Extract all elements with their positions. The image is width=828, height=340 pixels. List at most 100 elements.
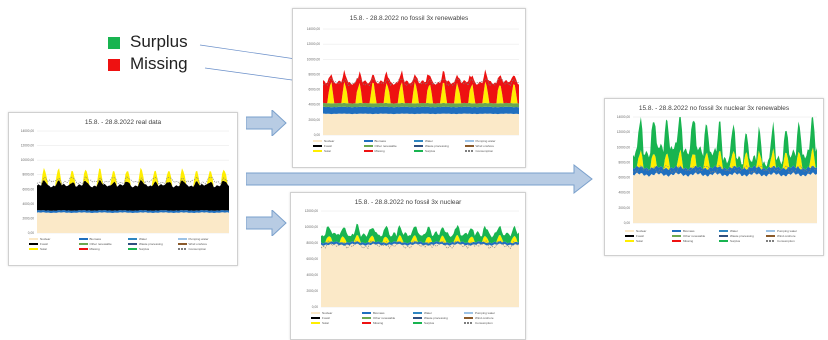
legend-item: Pumping water — [464, 139, 496, 143]
legend-label: Missing — [683, 239, 694, 243]
legend-swatch — [78, 243, 88, 246]
area-solar — [37, 167, 229, 188]
legend-label: Missing — [89, 247, 100, 251]
surplus-label: Surplus — [130, 32, 188, 51]
legend-swatch — [464, 140, 474, 143]
legend-swatch — [311, 317, 320, 320]
legend-swatch — [719, 240, 728, 243]
legend-swatch — [413, 312, 422, 315]
area-nuclear — [321, 243, 519, 307]
legend-swatch — [313, 150, 322, 153]
legend-label: Pumping water — [475, 139, 496, 143]
chart-legend: Nuclear Biomass Water Pumping water Fossil Ot… — [311, 311, 515, 331]
legend-swatch — [672, 235, 681, 238]
legend-swatch — [413, 322, 422, 325]
y-tick-label: 6000,00 — [306, 257, 318, 261]
legend-label: Other renewable — [89, 242, 112, 246]
y-tick-label: 14000,00 — [617, 115, 631, 119]
chart-svg: 0,00 2000,00 4000,00 6000,00 8000,00 10000,00… — [307, 27, 520, 137]
legend-label: Pumping water — [475, 311, 496, 315]
chart-no-fossil-3x-renewables: 15.8. - 28.8.2022 no fossil 3x renewable… — [292, 8, 526, 168]
legend-item: Water — [414, 139, 433, 143]
chart-real-data: 15.8. - 28.8.2022 real data 0,00 2000,00 4… — [8, 112, 238, 266]
legend-item: Solar — [311, 321, 329, 325]
chart-legend: Nuclear Biomass Water Pumping water Fossil Ot… — [313, 139, 515, 159]
legend-swatch — [363, 140, 373, 143]
legend-label: Water — [730, 229, 738, 233]
legend-swatch — [672, 230, 681, 233]
legend-swatch — [313, 145, 322, 148]
chart-svg: 0,00 2000,00 4000,00 6000,00 8000,00 10000,00… — [617, 115, 818, 225]
chart-title: 15.8. - 28.8.2022 no fossil 3x nuclear 3… — [638, 105, 790, 112]
y-tick-label: 10000,00 — [21, 158, 35, 162]
legend-label: Consumption — [777, 239, 795, 243]
legend-swatch — [177, 243, 187, 246]
y-tick-label: 4000,00 — [618, 191, 630, 195]
legend-item: Nuclear — [311, 311, 332, 315]
legend-item: Waste processing — [414, 144, 449, 148]
legend-label: Nuclear — [40, 237, 51, 241]
y-tick-label: 10000,00 — [307, 57, 321, 61]
big-legend: Surplus Missing — [108, 32, 208, 77]
y-tick-label: 4000,00 — [308, 103, 320, 107]
y-tick-label: 12000,00 — [617, 130, 631, 134]
legend-swatch — [78, 238, 88, 241]
y-tick-label: 8000,00 — [22, 173, 34, 177]
y-tick-label: 12000,00 — [307, 42, 321, 46]
legend-label: Missing — [373, 321, 384, 325]
y-tick-label: 4000,00 — [306, 273, 318, 277]
legend-swatch — [128, 248, 137, 251]
legend-label: Biomass — [373, 311, 385, 315]
legend-label: Solar — [324, 149, 332, 153]
chart-no-fossil-3x-nuclear: 15.8. - 28.8.2022 no fossil 3x nuclear 0… — [290, 192, 526, 340]
legend-item: Other renewable — [78, 242, 112, 246]
legend-label: Biomass — [683, 229, 695, 233]
legend-item: Pumping water — [464, 311, 495, 315]
arrow-to-renewables — [246, 110, 287, 136]
y-tick-label: 0,00 — [314, 133, 320, 137]
legend-item: Consumption — [177, 247, 206, 251]
y-tick-label: 4000,00 — [22, 202, 34, 206]
legend-swatch — [625, 235, 634, 238]
legend-item: Wind onshore — [177, 242, 207, 246]
legend-swatch — [311, 322, 320, 325]
legend-label: Surplus — [424, 321, 435, 325]
legend-item: Missing — [362, 321, 383, 325]
area-solar — [633, 147, 817, 170]
legend-swatch — [311, 312, 320, 315]
legend-label: Nuclear — [636, 229, 647, 233]
legend-item: Fossil — [313, 144, 332, 148]
legend-swatch — [672, 240, 681, 243]
area-surplus — [321, 223, 519, 244]
legend-item: Surplus — [414, 149, 435, 153]
legend-item: Nuclear — [313, 139, 334, 143]
legend-swatch — [363, 150, 373, 153]
missing-swatch — [108, 59, 120, 71]
legend-label: Water — [424, 311, 432, 315]
legend-item: Water — [719, 229, 738, 233]
area-surplus — [633, 117, 817, 170]
legend-swatch — [128, 243, 137, 246]
legend-item: Consumption — [464, 321, 493, 325]
legend-swatch — [128, 238, 137, 241]
chart-svg: 0,00 2000,00 4000,00 6000,00 8000,00 10000,00… — [21, 129, 230, 235]
legend-label: Biomass — [374, 139, 387, 143]
legend-label: Surplus — [425, 149, 436, 153]
legend-label: Nuclear — [324, 139, 335, 143]
y-tick-label: 14000,00 — [307, 27, 321, 31]
legend-item: Solar — [625, 239, 643, 243]
legend-label: Solar — [40, 247, 48, 251]
y-tick-label: 2000,00 — [22, 216, 34, 220]
legend-swatch — [362, 312, 371, 315]
legend-label: Wind onshore — [475, 316, 494, 320]
area-nuclear — [37, 212, 229, 233]
legend-swatch — [414, 140, 423, 143]
legend-label: Surplus — [730, 239, 741, 243]
y-tick-label: 0,00 — [624, 221, 630, 225]
consumption-line — [632, 164, 818, 174]
legend-swatch — [464, 150, 474, 153]
area-biomass — [37, 210, 229, 213]
legend-swatch — [464, 145, 474, 148]
legend-item: Missing — [78, 247, 100, 251]
legend-item: Surplus — [413, 321, 434, 325]
